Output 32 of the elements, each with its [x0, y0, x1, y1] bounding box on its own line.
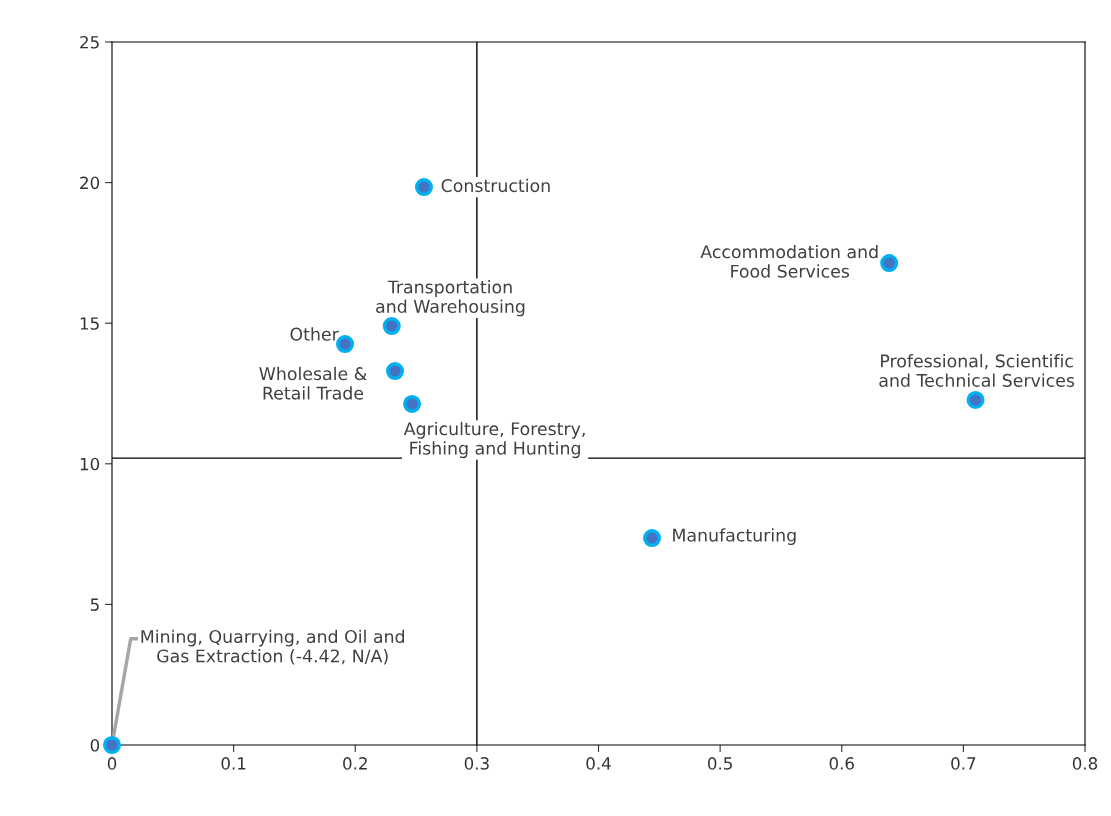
point [414, 178, 433, 197]
x-tick-label: 0.6 [829, 757, 854, 770]
point [102, 735, 122, 755]
y-tick-label: 15 [80, 317, 99, 330]
annotation: Manufacturing [673, 528, 796, 546]
x-tick-label: 0.8 [1072, 757, 1098, 770]
x-tick-label: 0 [107, 757, 117, 770]
annotation: Agriculture, Forestry, Fishing and Hunting [403, 421, 585, 459]
annotation: Accommodation and Food Services [700, 244, 878, 278]
x-tick-label: 0.1 [221, 757, 246, 770]
annotation: Professional, Scientific and Technical Services [879, 354, 1075, 387]
y-tick-label: 5 [90, 598, 99, 611]
point [403, 394, 422, 413]
annotation: Transportation and Warehousing [376, 280, 525, 317]
y-tick-label: 20 [80, 176, 100, 190]
x-tick-label: 0.7 [951, 757, 976, 770]
y-tick-label: 10 [80, 457, 100, 471]
x-tick-label: 0.2 [343, 757, 367, 770]
point [966, 390, 985, 409]
point [642, 529, 662, 548]
y-tick-label: 0 [90, 738, 100, 752]
annotation: Mining, Quarrying, and Oil and Gas Extraction (-4.42, N/A) [141, 629, 404, 665]
annotation: Other [290, 327, 339, 341]
x-tick-label: 0.3 [464, 757, 489, 770]
point [386, 361, 405, 381]
annotation: Wholesale & Retail Trade [259, 366, 367, 400]
y-tick-label: 25 [80, 35, 99, 49]
point [880, 254, 899, 273]
x-tick-label: 0.4 [586, 757, 611, 770]
annotation: Construction [441, 178, 550, 193]
point [382, 316, 401, 336]
x-tick-label: 0.5 [707, 757, 732, 770]
